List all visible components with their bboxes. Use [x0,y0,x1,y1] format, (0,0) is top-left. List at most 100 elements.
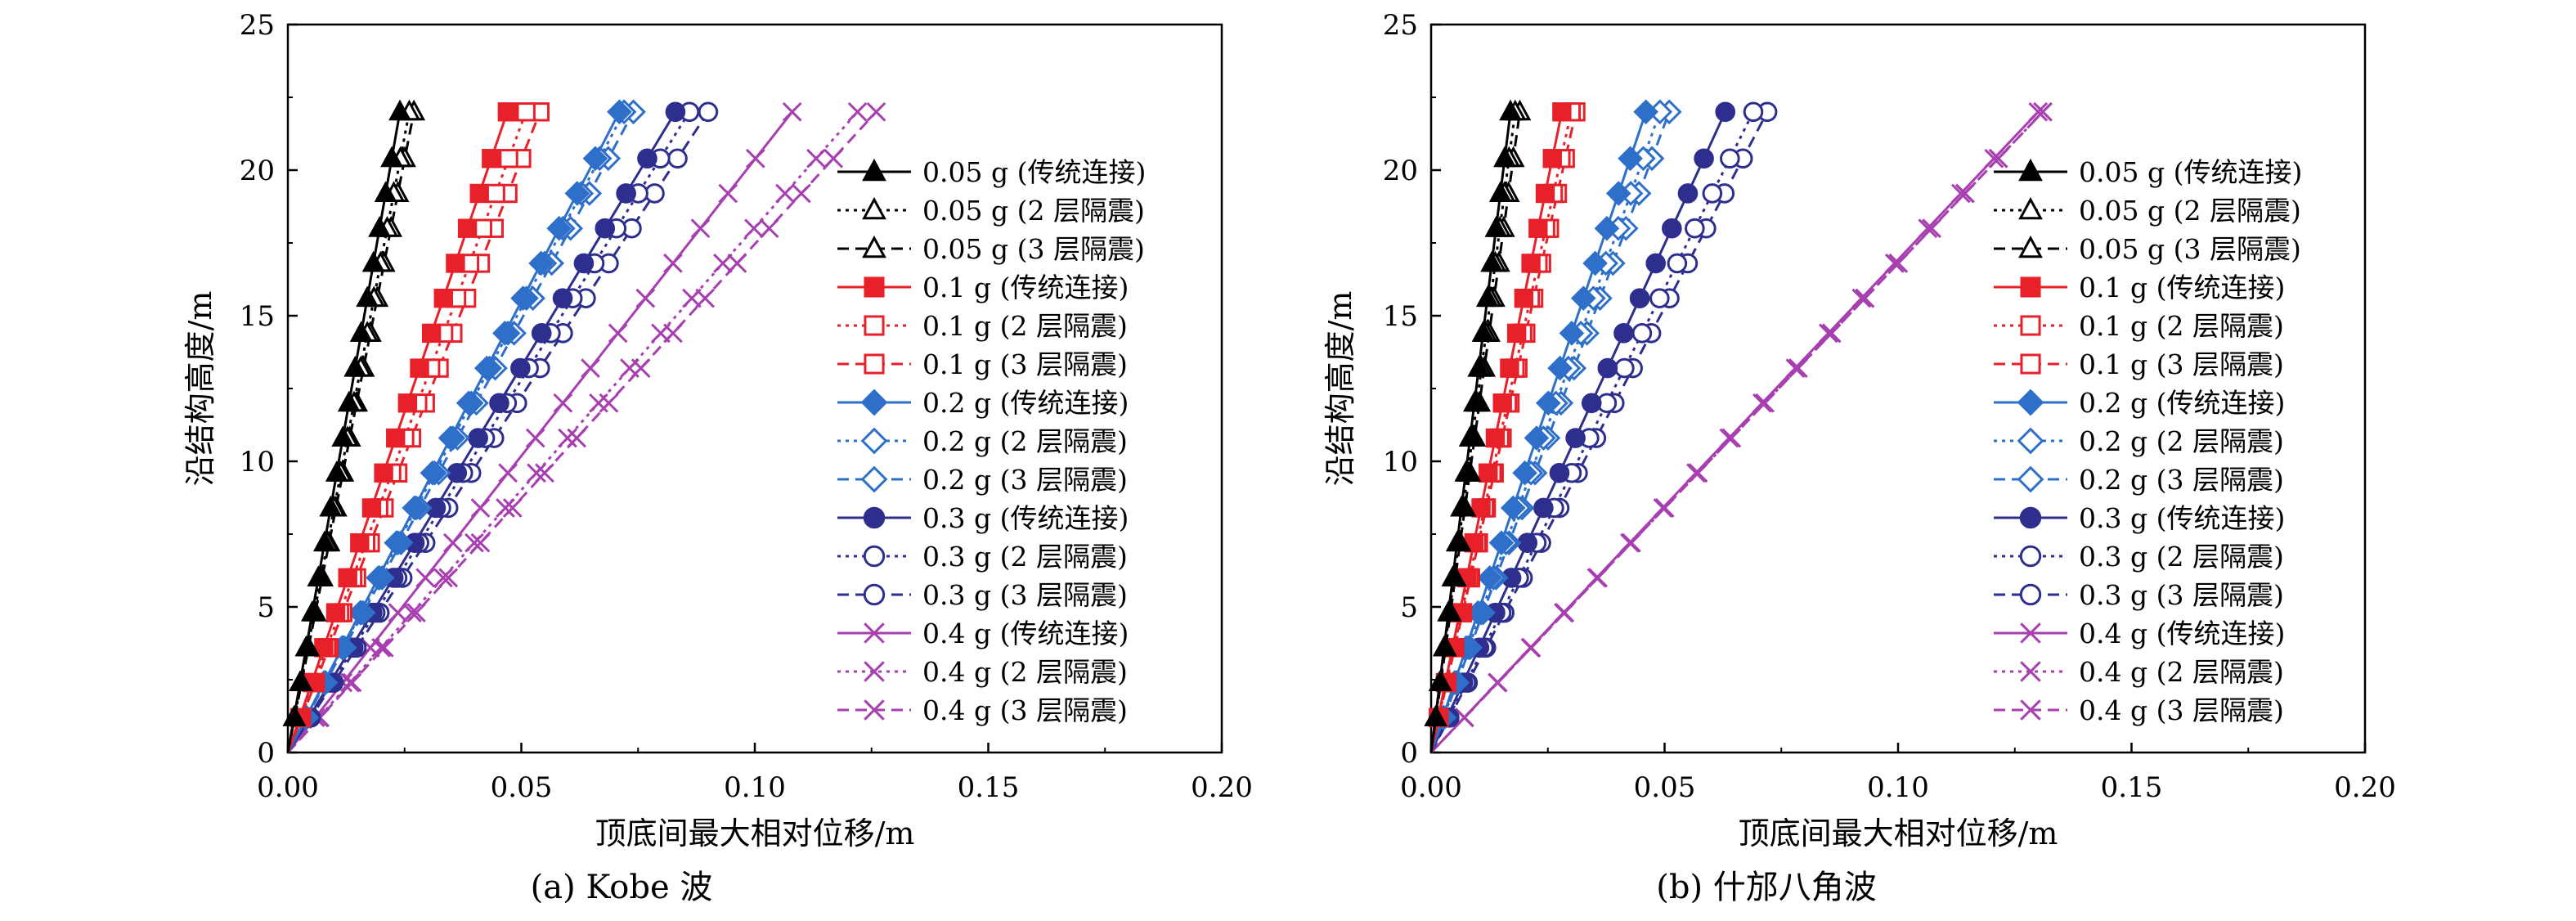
legend-label: 0.2 g (传统连接) [2079,387,2285,419]
x-stroke [388,603,408,622]
legend-label: 0.4 g (3 层隔震) [2079,694,2284,726]
data-point [531,323,552,344]
x-tick-label: 0.00 [257,771,319,804]
data-point [1633,99,1658,125]
data-point [410,358,429,378]
chart-panel-1: 0.00 0.05 0.10 0.15 0.20 0 5 10 15 20 25 顶底间最大相对位移/… [182,9,1253,906]
data-point [1488,530,1515,556]
data-point [1888,254,1909,273]
legend-marker [2019,545,2042,568]
y-tick-label: 20 [240,155,275,187]
data-point [374,463,393,483]
data-point [525,428,545,448]
data-point [1528,218,1548,238]
x-stroke [682,288,702,308]
data-point [337,390,361,412]
legend-marker [2017,427,2044,455]
data-point [651,323,671,344]
data-point [342,672,362,693]
legend-marker [863,545,886,568]
data-point [718,183,738,204]
data-point [1506,323,1527,344]
series-0.4g-dotted [286,101,868,753]
legend: 0.05 g (传统连接) 0.05 g (2 层隔震) 0.05 g (3 层隔震… [1994,156,2302,726]
data-point [1524,425,1550,451]
legend-label: 0.1 g (传统连接) [2079,272,2285,303]
data-point [300,600,324,622]
data-point [397,393,418,413]
data-point [745,148,765,168]
data-point [1533,497,1554,519]
data-point [469,183,489,204]
data-point [1618,146,1643,172]
x-tick-label: 0.20 [1191,771,1253,804]
series-0.2g-solid [1429,99,1658,753]
data-point [581,358,600,378]
data-point [1988,148,2008,168]
x-stroke [718,183,738,204]
data-point [1614,357,1635,379]
data-point [319,495,343,517]
x-stroke [1884,254,1905,273]
data-point [312,530,336,552]
data-point [564,181,590,206]
data-point [356,285,379,308]
data-point [1694,148,1714,169]
legend-marker [862,158,886,182]
data-point [744,218,764,239]
data-point [489,393,509,414]
x-stroke [502,498,523,518]
data-point [498,463,518,483]
x-stroke [792,183,811,204]
x-stroke [433,568,453,588]
legend-label: 0.2 g (2 层隔震) [2079,425,2284,457]
x-tick-label: 0.15 [958,771,1020,804]
data-point [1645,253,1667,274]
data-point [1597,357,1618,379]
y-axis-title: 沿结构高度/m [182,291,218,487]
data-point [331,425,355,447]
legend-marker [2017,389,2044,416]
legend-marker [862,235,886,258]
y-tick-label: 25 [240,9,275,42]
data-point [374,181,397,202]
x-stroke [340,672,360,693]
legend-marker [864,622,885,644]
legend-label: 0.3 g (传统连接) [922,502,1129,534]
x-stroke [558,428,577,448]
x-stroke [553,393,573,413]
data-point [338,568,357,588]
legend-marker [864,699,885,721]
data-point [1629,288,1650,308]
data-point [1950,183,1971,204]
data-point [1441,565,1465,586]
x-stroke [438,568,459,588]
x-stroke [2020,661,2041,682]
series-0.2g-solid [286,99,632,753]
data-point [1631,323,1653,344]
data-point [361,250,385,272]
data-point [782,101,802,122]
panel-caption: (a) Kobe 波 [531,869,713,906]
x-stroke [1788,358,1808,378]
legend-marker [2020,661,2041,682]
panel-caption: (b) 什邡八角波 [1656,869,1877,906]
data-point [1922,218,1941,239]
y-tick-label: 5 [1400,591,1418,624]
series-0.05g-solid [282,99,411,753]
data-point [1428,670,1452,692]
x-stroke [406,603,426,622]
data-point [464,532,484,553]
data-point [1755,393,1775,413]
data-point [1521,254,1541,273]
data-point [446,254,465,273]
legend-label: 0.05 g (传统连接) [2079,156,2302,188]
data-point [343,355,367,377]
data-point [386,428,406,448]
legend-label: 0.3 g (3 层隔震) [922,579,1128,611]
data-point [535,463,554,483]
data-point [1720,148,1740,169]
x-axis-title: 顶底间最大相对位移/m [1739,815,2058,851]
data-point [496,498,515,518]
